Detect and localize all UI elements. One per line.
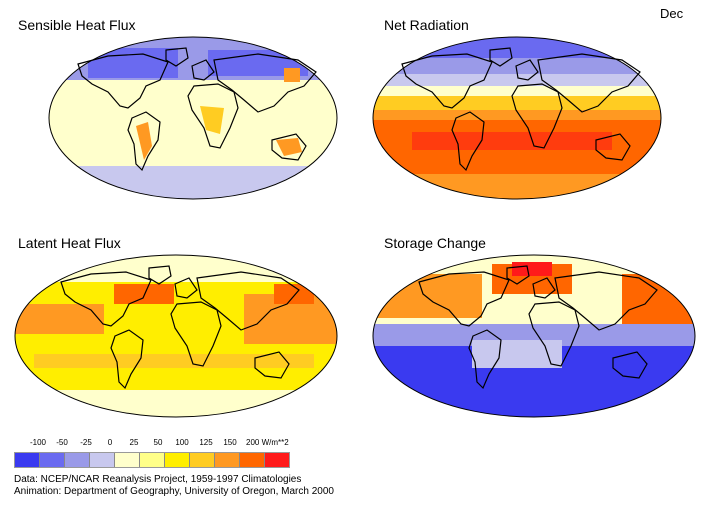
animation-credit: Animation: Department of Geography, Univ… <box>14 486 334 497</box>
legend-swatch-7 <box>190 453 215 467</box>
legend-tick: -25 <box>80 438 92 447</box>
legend-tick: 50 <box>153 438 163 447</box>
legend-swatch-6 <box>165 453 190 467</box>
legend-tick-labels: -100 -50 -25 0 25 50 100 125 150 200 W/m… <box>14 438 289 452</box>
legend-tick: 150 <box>223 438 237 447</box>
month-label: Dec <box>660 6 684 21</box>
sensible-heat-flux-title: Sensible Heat Flux <box>18 17 136 33</box>
storage-change-title: Storage Change <box>384 235 486 251</box>
legend-swatch-10 <box>265 453 289 467</box>
legend-swatch-9 <box>240 453 265 467</box>
storage-change-map <box>372 254 696 418</box>
legend-swatch-3 <box>90 453 115 467</box>
latent-heat-flux-title: Latent Heat Flux <box>18 235 121 251</box>
legend-tick: -100 <box>29 438 47 447</box>
legend-swatch-0 <box>15 453 40 467</box>
legend-swatch-8 <box>215 453 240 467</box>
legend-tick: 25 <box>129 438 139 447</box>
sensible-heat-flux-map <box>48 36 338 200</box>
legend-tick: 125 <box>199 438 213 447</box>
net-radiation-title: Net Radiation <box>384 17 469 33</box>
legend-swatch-2 <box>65 453 90 467</box>
legend-tick: 0 <box>107 438 113 447</box>
latent-heat-flux-map <box>14 254 338 418</box>
net-radiation-map <box>372 36 662 200</box>
color-legend <box>14 452 290 468</box>
legend-tick: -50 <box>56 438 68 447</box>
legend-swatch-5 <box>140 453 165 467</box>
legend-tick: 100 <box>175 438 189 447</box>
legend-tick: 200 W/m**2 <box>246 438 289 447</box>
legend-swatch-1 <box>40 453 65 467</box>
legend-swatch-4 <box>115 453 140 467</box>
data-credit: Data: NCEP/NCAR Reanalysis Project, 1959… <box>14 474 302 485</box>
